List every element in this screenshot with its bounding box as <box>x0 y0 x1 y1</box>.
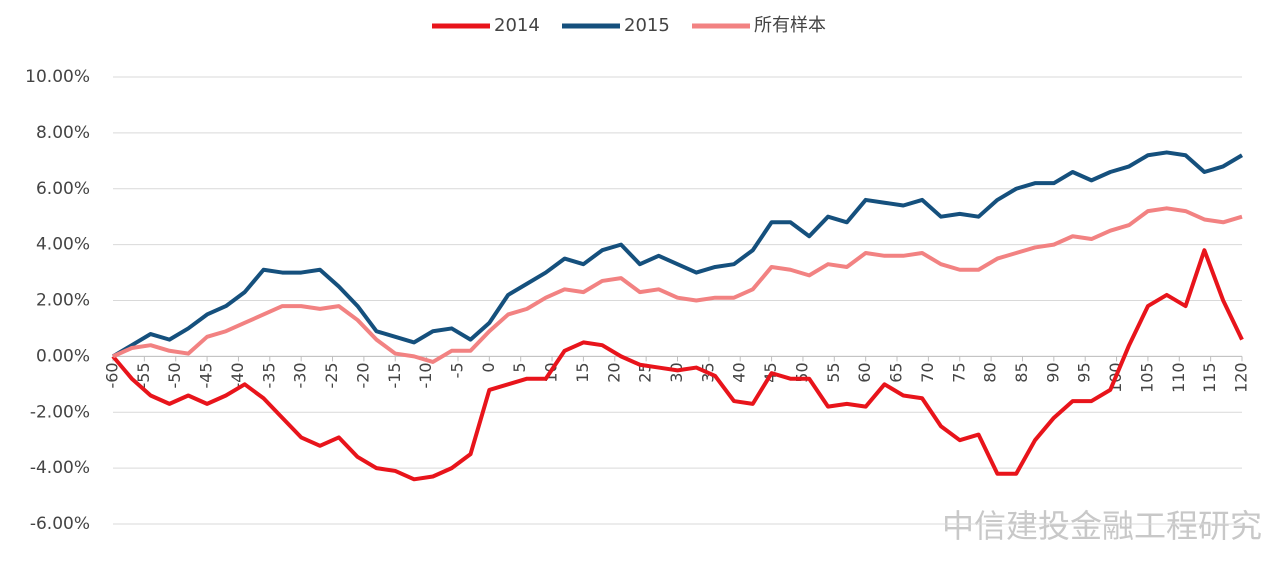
x-tick-label: 115 <box>1200 362 1219 393</box>
y-tick-label: 0.00% <box>36 346 90 366</box>
y-tick-label: -6.00% <box>30 514 90 534</box>
x-tick-label: 105 <box>1137 362 1156 393</box>
x-tick-label: 85 <box>1012 362 1031 382</box>
x-tick-label: 20 <box>604 362 623 382</box>
x-tick-label: -40 <box>228 362 247 388</box>
y-tick-label: 10.00% <box>25 67 90 87</box>
x-tick-label: 65 <box>887 362 906 382</box>
y-tick-label: 8.00% <box>36 123 90 143</box>
x-tick-label: 90 <box>1043 362 1062 382</box>
x-tick-label: 30 <box>667 362 686 382</box>
x-tick-label: -15 <box>385 362 404 388</box>
x-tick-label: -5 <box>447 362 466 378</box>
x-tick-label: 55 <box>824 362 843 382</box>
x-tick-label: 5 <box>510 362 529 372</box>
y-tick-label: 6.00% <box>36 179 90 199</box>
x-tick-label: 80 <box>981 362 1000 382</box>
y-tick-label: -4.00% <box>30 458 90 478</box>
y-tick-label: -2.00% <box>30 402 90 422</box>
x-tick-label: 110 <box>1169 362 1188 393</box>
series-line <box>112 206 1243 364</box>
x-tick-label: -55 <box>134 362 153 388</box>
x-tick-label: -45 <box>197 362 216 388</box>
x-tick-label: -60 <box>103 362 122 388</box>
x-tick-label: -30 <box>291 362 310 388</box>
y-tick-label: 4.00% <box>36 235 90 255</box>
legend-label: 所有样本 <box>754 15 826 36</box>
legend-label: 2015 <box>624 15 670 36</box>
watermark: 中信建投金融工程研究 <box>942 507 1262 545</box>
x-tick-label: 40 <box>730 362 749 382</box>
series-line <box>111 150 1244 359</box>
x-tick-label: 15 <box>573 362 592 382</box>
y-tick-label: 2.00% <box>36 291 90 311</box>
x-tick-label: -20 <box>353 362 372 388</box>
x-tick-label: 75 <box>949 362 968 382</box>
series-line <box>111 248 1244 482</box>
legend-label: 2014 <box>494 15 540 36</box>
x-tick-label: -35 <box>259 362 278 388</box>
x-tick-label: 70 <box>918 362 937 382</box>
x-tick-label: 120 <box>1232 362 1251 393</box>
x-tick-label: 60 <box>855 362 874 382</box>
x-tick-label: 95 <box>1075 362 1094 382</box>
x-tick-label: -10 <box>416 362 435 388</box>
x-tick-label: -50 <box>165 362 184 388</box>
x-tick-label: 0 <box>479 362 498 372</box>
x-tick-label: -25 <box>322 362 341 388</box>
